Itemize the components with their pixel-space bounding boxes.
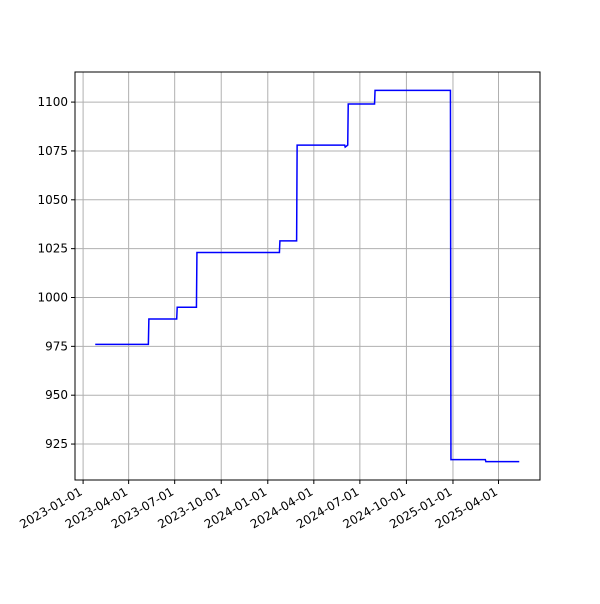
y-tick-label: 1075 bbox=[37, 144, 68, 158]
y-tick-label: 925 bbox=[45, 437, 68, 451]
y-tick-label: 975 bbox=[45, 339, 68, 353]
data-line bbox=[95, 89, 520, 463]
y-tick-label: 950 bbox=[45, 388, 68, 402]
y-tick-label: 1025 bbox=[37, 242, 68, 256]
y-tick-label: 1100 bbox=[37, 95, 68, 109]
y-tick-label: 1000 bbox=[37, 290, 68, 304]
plot-frame bbox=[74, 71, 541, 481]
y-tick-label: 1050 bbox=[37, 193, 68, 207]
